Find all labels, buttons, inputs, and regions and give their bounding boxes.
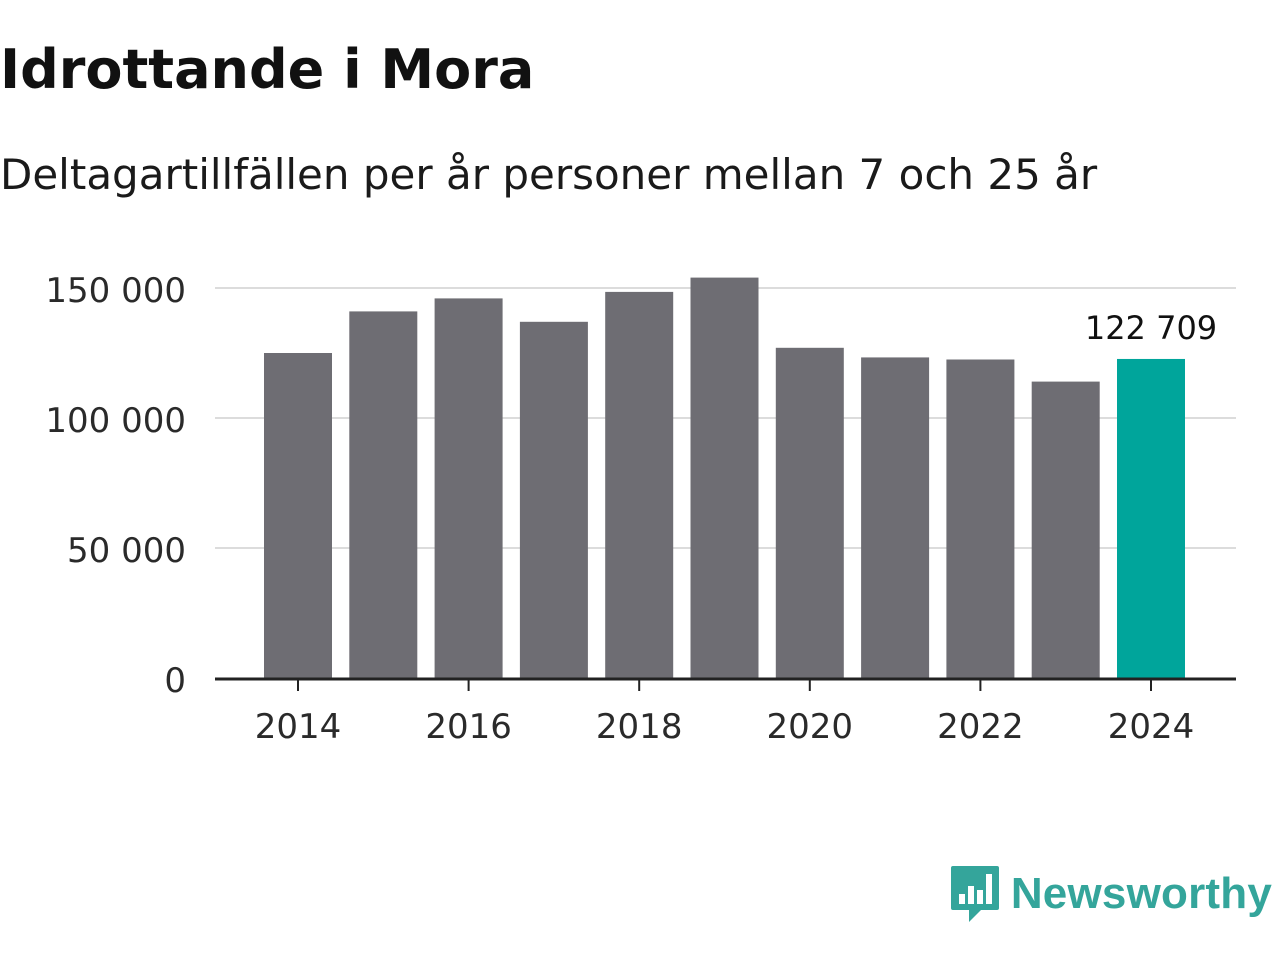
y-tick-label: 100 000 bbox=[45, 401, 186, 441]
x-tick-label: 2018 bbox=[596, 707, 683, 747]
y-tick-label: 0 bbox=[164, 661, 186, 701]
bar bbox=[349, 311, 418, 678]
bar bbox=[1031, 381, 1100, 678]
bar-highlight bbox=[1117, 358, 1185, 678]
data-label: 122 709 bbox=[1085, 309, 1217, 347]
brand-logo: Newsworthy bbox=[949, 864, 1272, 924]
bar bbox=[434, 298, 503, 678]
bar bbox=[690, 277, 759, 678]
chart-subtitle: Deltagartillfällen per år personer mella… bbox=[0, 150, 1098, 199]
y-tick-label: 150 000 bbox=[45, 271, 186, 311]
bar bbox=[264, 353, 332, 678]
newsworthy-logo-icon bbox=[949, 864, 1001, 924]
bar bbox=[861, 357, 930, 678]
x-tick-label: 2016 bbox=[425, 707, 512, 747]
brand-name: Newsworthy bbox=[1010, 869, 1272, 918]
x-tick-label: 2020 bbox=[767, 707, 854, 747]
y-tick-label: 50 000 bbox=[67, 531, 186, 571]
chart-title: Idrottande i Mora bbox=[0, 38, 535, 101]
x-tick-label: 2024 bbox=[1108, 707, 1195, 747]
bar bbox=[605, 291, 674, 678]
x-tick-label: 2014 bbox=[255, 707, 342, 747]
bar bbox=[775, 347, 844, 678]
bar bbox=[519, 321, 588, 678]
x-tick-label: 2022 bbox=[937, 707, 1024, 747]
bar bbox=[946, 359, 1015, 678]
